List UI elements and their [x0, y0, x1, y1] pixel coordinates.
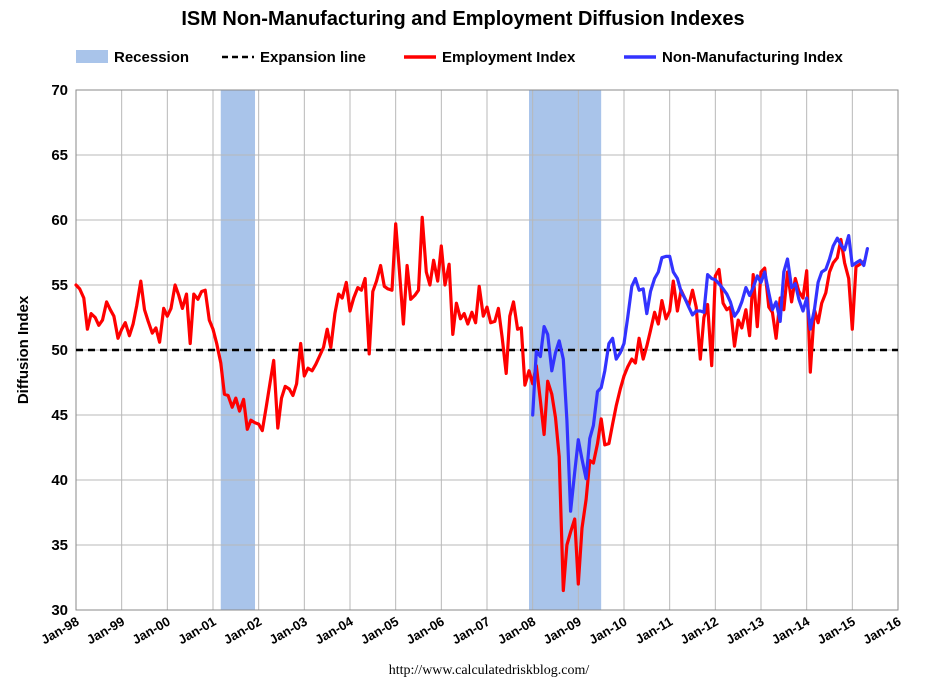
- source-url: http://www.calculatedriskblog.com/: [389, 663, 590, 678]
- x-tick-label: Jan-08: [495, 614, 538, 648]
- x-tick-label: Jan-01: [175, 614, 218, 648]
- x-tick-label: Jan-13: [723, 614, 766, 648]
- x-tick-label: Jan-14: [769, 613, 813, 647]
- x-tick-label: Jan-06: [404, 614, 447, 648]
- legend-label: Recession: [114, 49, 189, 66]
- x-tick-label: Jan-05: [358, 614, 401, 648]
- series-line-non-manufacturing: [531, 234, 869, 513]
- y-tick-label: 65: [51, 147, 68, 164]
- x-tick-label: Jan-07: [449, 614, 492, 648]
- y-axis-label: Diffusion Index: [15, 295, 32, 404]
- legend-label: Employment Index: [442, 49, 576, 66]
- x-tick-label: Jan-09: [541, 614, 584, 648]
- x-tick-label: Jan-99: [84, 614, 127, 648]
- legend-label: Non-Manufacturing Index: [662, 49, 843, 66]
- x-tick-label: Jan-04: [312, 613, 356, 647]
- x-tick-label: Jan-03: [267, 614, 310, 648]
- y-tick-label: 60: [51, 212, 68, 229]
- y-tick-label: 30: [51, 602, 68, 619]
- x-tick-label: Jan-12: [678, 614, 721, 648]
- x-tick-label: Jan-00: [130, 614, 173, 648]
- y-tick-label: 45: [51, 407, 68, 424]
- y-tick-label: 55: [51, 277, 68, 294]
- x-tick-label: Jan-10: [586, 614, 629, 648]
- chart-title: ISM Non-Manufacturing and Employment Dif…: [181, 8, 744, 30]
- legend-label: Expansion line: [260, 49, 366, 66]
- x-tick-label: Jan-02: [221, 614, 264, 648]
- x-tick-label: Jan-15: [815, 614, 858, 648]
- y-tick-label: 40: [51, 472, 68, 489]
- y-tick-label: 70: [51, 82, 68, 99]
- x-tick-label: Jan-16: [860, 614, 903, 648]
- x-tick-label: Jan-11: [633, 614, 676, 647]
- y-tick-label: 50: [51, 342, 68, 359]
- y-tick-label: 35: [51, 537, 68, 554]
- chart-legend: Recession Expansion line Employment Index N…: [76, 49, 843, 66]
- series-line-employment: [74, 215, 866, 593]
- legend-swatch-recession: [76, 50, 108, 63]
